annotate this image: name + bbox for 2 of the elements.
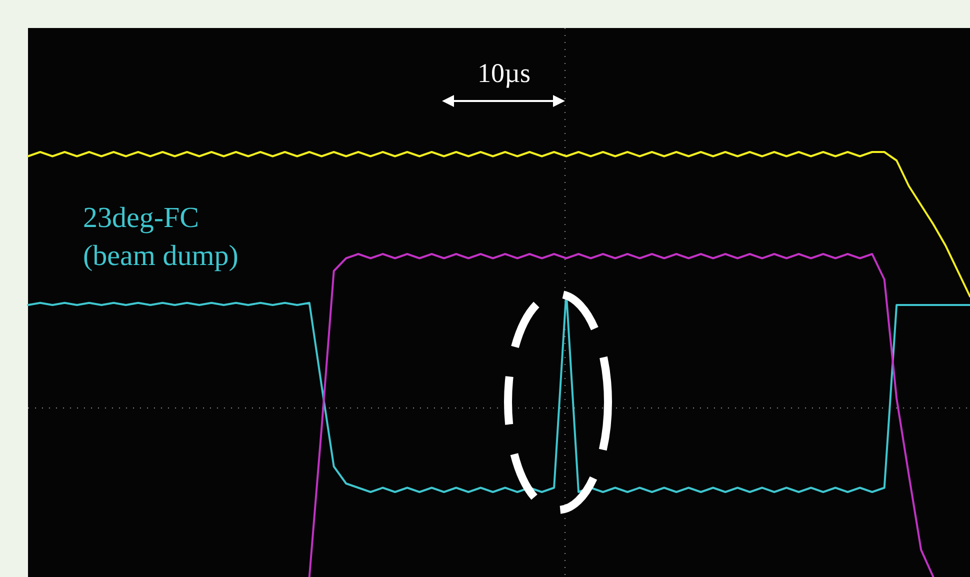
text: 10µs <box>477 58 531 88</box>
series-label: 23deg-FC (beam dump) <box>83 202 238 272</box>
